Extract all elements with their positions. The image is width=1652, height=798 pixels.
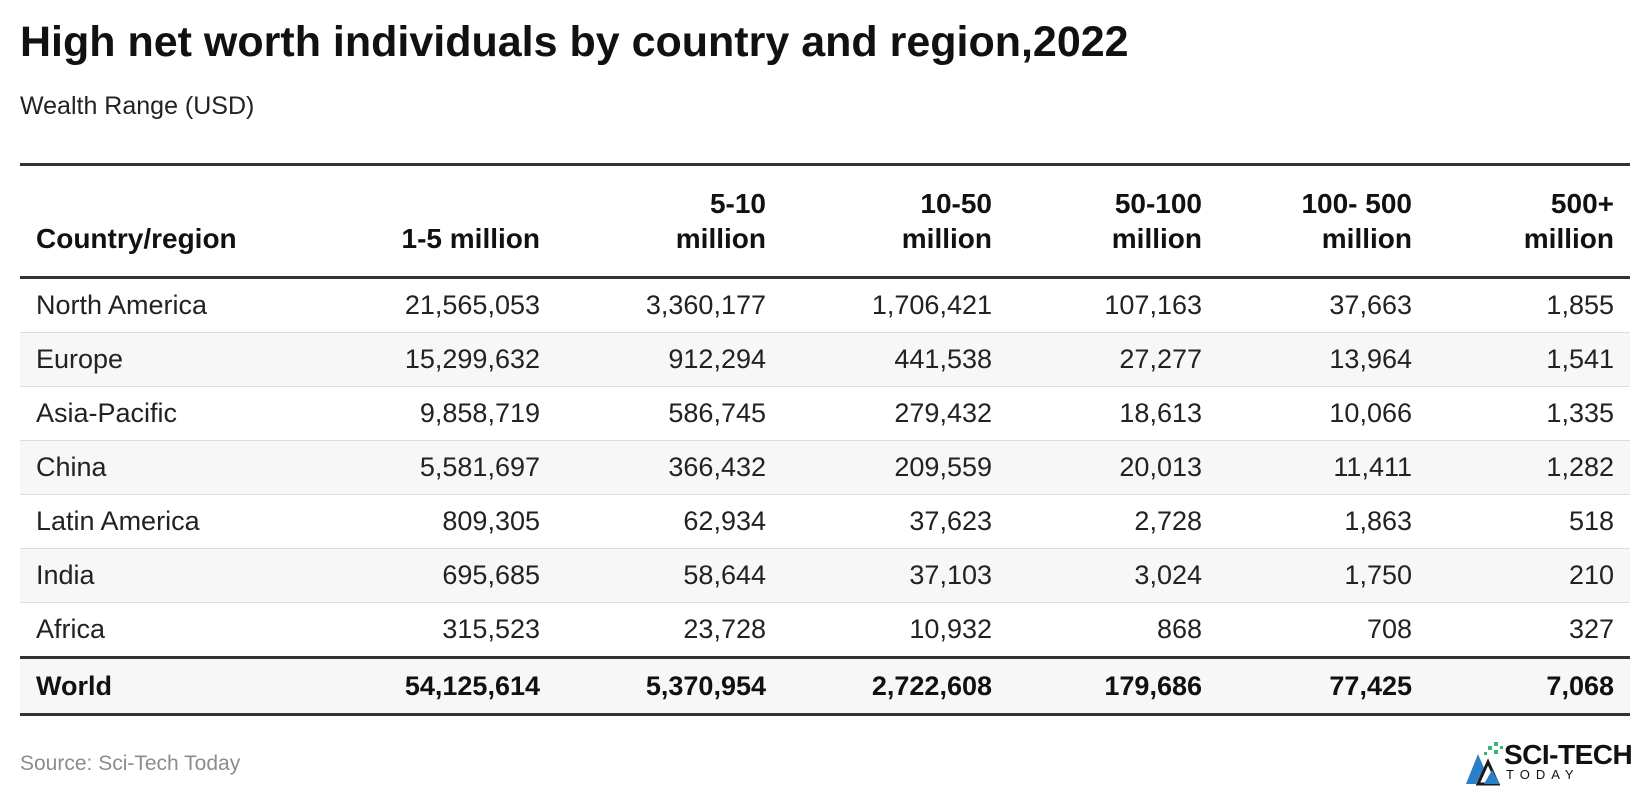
- header-row: Country/region 1-5 million 5-10 million 10-5…: [20, 164, 1630, 279]
- value-cell: 3,024: [1008, 548, 1218, 603]
- value-cell: 1,863: [1218, 494, 1428, 549]
- sci-tech-logo-icon: [1466, 742, 1503, 786]
- row-label-cell: India: [20, 548, 320, 603]
- value-cell: 708: [1366, 614, 1412, 644]
- data-table: Country/region 1-5 million 5-10 million 10-5…: [20, 163, 1630, 716]
- column-header-line2: Country/region: [36, 223, 237, 254]
- value-cell: 37,623: [782, 494, 1008, 549]
- value-cell: 210: [1428, 548, 1630, 603]
- column-header-line2: million: [1111, 223, 1202, 254]
- column-header: 10-50 million: [782, 164, 1008, 279]
- value-cell: 11,411: [1218, 440, 1428, 495]
- column-header-line2: million: [1523, 223, 1614, 254]
- column-header-line1: 10-50: [920, 188, 992, 219]
- value-cell: 809,305: [320, 494, 556, 549]
- value-cell: 62,934: [556, 494, 782, 549]
- value-cell: 3,360,177: [556, 277, 782, 333]
- value-cell: 327: [1568, 614, 1614, 644]
- value-cell: 1,541: [1428, 332, 1630, 387]
- column-header-line2: million: [901, 223, 992, 254]
- value-cell: 209,559: [782, 440, 1008, 495]
- row-label-cell: Africa: [36, 614, 106, 644]
- value-cell: 1,855: [1428, 277, 1630, 333]
- value-cell: 18,613: [1008, 386, 1218, 441]
- table-row: Latin America 809,305 62,934 37,623 2,728 1,8…: [20, 494, 1630, 549]
- total-value-cell: 77,425: [1218, 656, 1428, 715]
- value-cell: 10,066: [1218, 386, 1428, 441]
- table-body: North America 21,565,053 3,360,177 1,706,42…: [20, 277, 1630, 715]
- table-row: China 5,581,697 366,432 209,559 20,013 11,411…: [20, 440, 1630, 495]
- column-header: 100- 500 million: [1218, 164, 1428, 279]
- value-cell: 21,565,053: [320, 277, 556, 333]
- row-label-cell: North America: [20, 277, 320, 333]
- column-header: 5-10 million: [556, 164, 782, 279]
- value-cell: 366,432: [556, 440, 782, 495]
- table-row: Asia-Pacific 9,858,719 586,745 279,432 18,61…: [20, 386, 1630, 441]
- row-label-cell: Latin America: [20, 494, 320, 549]
- value-cell: 58,644: [556, 548, 782, 603]
- value-cell: 15,299,632: [320, 332, 556, 387]
- value-cell: 37,663: [1218, 277, 1428, 333]
- row-label-cell: Europe: [20, 332, 320, 387]
- column-header-line1: 50-100: [1114, 188, 1202, 219]
- column-header: 50-100 million: [1008, 164, 1218, 279]
- total-label-cell: World: [20, 656, 320, 715]
- column-header: Country/region: [20, 164, 320, 279]
- value-cell: 2,728: [1008, 494, 1218, 549]
- value-cell: 912,294: [556, 332, 782, 387]
- value-cell: 20,013: [1008, 440, 1218, 495]
- value-cell: 695,685: [320, 548, 556, 603]
- value-cell: 518: [1428, 494, 1630, 549]
- column-header-line2: million: [675, 223, 766, 254]
- brand-logo: SCI-TECH TODAY: [1464, 740, 1634, 786]
- value-cell: 107,163: [1008, 277, 1218, 333]
- total-value-cell: 5,370,954: [556, 656, 782, 715]
- source-note: Source: Sci-Tech Today: [20, 752, 241, 775]
- column-header-line1: 100- 500: [1301, 188, 1412, 219]
- value-cell: 1,750: [1218, 548, 1428, 603]
- total-row: World 54,125,614 5,370,954 2,722,608 179,686…: [20, 656, 1630, 715]
- value-cell: 37,103: [782, 548, 1008, 603]
- total-value-cell: 54,125,614: [320, 656, 556, 715]
- column-header-line1: 5-10: [709, 188, 766, 219]
- value-cell: 441,538: [782, 332, 1008, 387]
- row-label-cell: China: [20, 440, 320, 495]
- value-cell: 27,277: [1008, 332, 1218, 387]
- value-cell: 1,335: [1428, 386, 1630, 441]
- total-value-cell: 179,686: [1008, 656, 1218, 715]
- chart-title: High net worth individuals by country an…: [20, 18, 1129, 66]
- chart-subtitle: Wealth Range (USD): [20, 92, 255, 120]
- table-row: India 695,685 58,644 37,103 3,024 1,750 210: [20, 548, 1630, 603]
- logo-main-text: SCI-TECH: [1504, 739, 1633, 770]
- logo-sub-text: TODAY: [1506, 767, 1580, 782]
- value-cell: 1,282: [1428, 440, 1630, 495]
- value-cell: 10,932: [909, 614, 992, 644]
- value-cell: 13,964: [1218, 332, 1428, 387]
- value-cell: 9,858,719: [320, 386, 556, 441]
- column-header-line2: million: [1321, 223, 1412, 254]
- total-value-cell: 7,068: [1428, 656, 1630, 715]
- value-cell: 23,728: [683, 614, 766, 644]
- column-header-line1: 500+: [1550, 188, 1614, 219]
- value-cell: 586,745: [556, 386, 782, 441]
- table-row: Africa 315,523 23,728 10,932 868 708 327: [20, 603, 1630, 658]
- column-header-line2: 1-5 million: [401, 223, 540, 254]
- value-cell: 1,706,421: [782, 277, 1008, 333]
- table-header: Country/region 1-5 million 5-10 million 10-5…: [20, 164, 1630, 279]
- column-header: 1-5 million: [320, 164, 556, 279]
- value-cell: 5,581,697: [320, 440, 556, 495]
- value-cell: 868: [1156, 614, 1202, 644]
- table-row: North America 21,565,053 3,360,177 1,706,42…: [20, 277, 1630, 333]
- row-label-cell: Asia-Pacific: [20, 386, 320, 441]
- total-value-cell: 2,722,608: [782, 656, 1008, 715]
- column-header: 500+ million: [1428, 164, 1630, 279]
- data-table-container: Country/region 1-5 million 5-10 million 10-5…: [20, 163, 1630, 716]
- value-cell: 315,523: [442, 614, 540, 644]
- table-row: Europe 15,299,632 912,294 441,538 27,277 13,9…: [20, 332, 1630, 387]
- value-cell: 279,432: [782, 386, 1008, 441]
